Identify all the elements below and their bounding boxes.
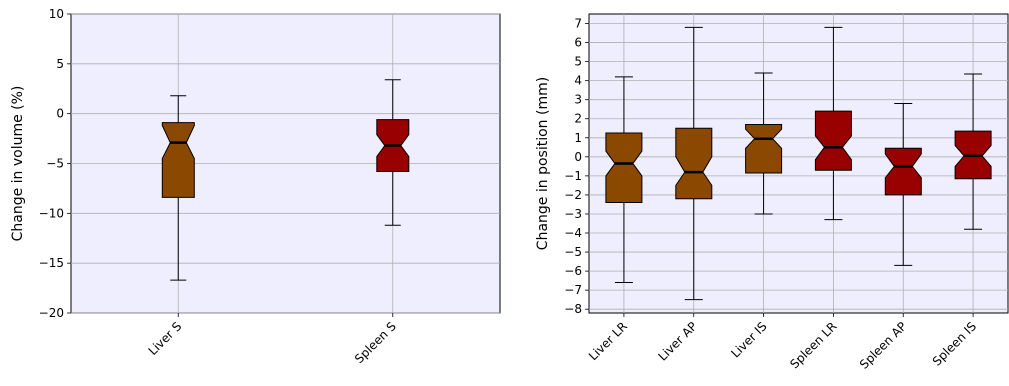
y-axis-label: Change in position (mm) (535, 77, 551, 250)
y-tick-label: 1 (574, 131, 582, 145)
y-tick-label: −2 (564, 188, 582, 202)
box-liver-lr (605, 76, 643, 284)
y-tick-label: 2 (574, 112, 582, 126)
box-spleen-s (376, 79, 410, 226)
y-tick-label: −6 (564, 264, 582, 278)
box-spleen-lr (814, 26, 852, 221)
box-spleen-is (954, 73, 992, 230)
y-tick-label: −10 (39, 206, 64, 220)
y-tick-label: 5 (574, 55, 582, 69)
x-tick-label: Spleen AP (857, 319, 909, 371)
x-tick-label: Spleen LR (787, 319, 839, 371)
box-body (884, 147, 922, 196)
box-body (814, 110, 852, 171)
y-tick-label: −4 (564, 226, 582, 240)
x-tick-label: Liver LR (586, 319, 630, 363)
y-tick-label: −8 (564, 302, 582, 316)
y-tick-label: 0 (574, 150, 582, 164)
y-tick-label: −7 (564, 283, 582, 297)
y-tick-label: −15 (39, 256, 64, 270)
box-liver-is (745, 72, 783, 215)
x-tick-label: Spleen IS (930, 319, 979, 368)
plot-area (588, 13, 1009, 314)
x-tick-label: Liver AP (656, 319, 700, 363)
y-tick-label: 0 (56, 107, 64, 121)
box-body (605, 132, 643, 203)
y-tick-label: 7 (574, 17, 582, 31)
y-tick-label: −20 (39, 306, 64, 320)
y-axis-label: Change in volume (%) (10, 86, 26, 242)
y-tick-label: 5 (56, 57, 64, 71)
y-tick-label: 3 (574, 93, 582, 107)
y-tick-label: −3 (564, 207, 582, 221)
y-tick-label: −1 (564, 169, 582, 183)
box-body (675, 127, 713, 200)
position-chart: 7 6 5 4 3 2 1 0 −1 −2 −3 −4 −5 −6 −7 −8 Liver LR Liver AP… (535, 13, 1009, 372)
y-tick-label: −5 (46, 157, 64, 171)
y-tick-label: 10 (49, 7, 64, 21)
box-liver-ap (675, 26, 713, 301)
box-spleen-ap (884, 103, 922, 266)
box-body (161, 122, 195, 198)
x-tick-label: Liver IS (728, 319, 769, 360)
y-tick-label: −5 (564, 245, 582, 259)
x-tick-label: Spleen S (352, 319, 399, 366)
y-tick-label: 4 (574, 74, 582, 88)
x-tick-label: Liver S (146, 319, 185, 358)
volume-chart: 10 5 0 −5 −10 −15 −20 Liver S Spleen S Change in … (10, 7, 501, 366)
box-body (745, 124, 783, 174)
box-liver-s (161, 95, 195, 281)
y-tick-label: 6 (574, 36, 582, 50)
